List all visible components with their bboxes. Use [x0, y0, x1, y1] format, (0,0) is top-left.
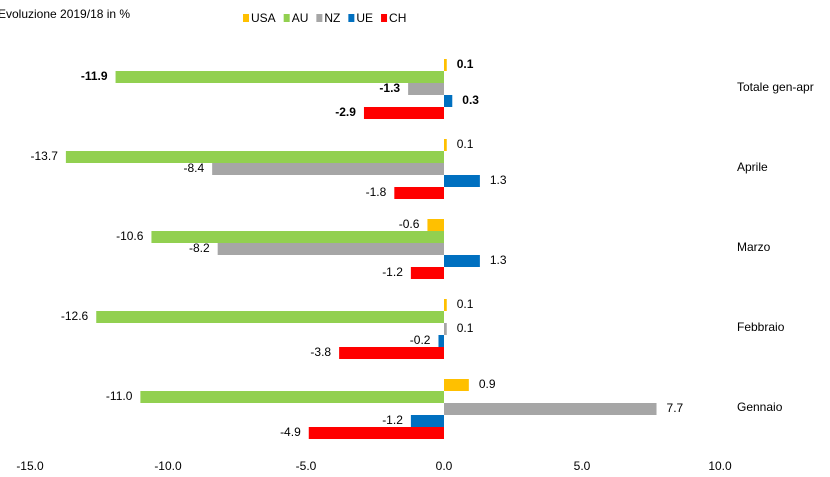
bar [410, 267, 444, 279]
value-label: -8.2 [189, 241, 210, 255]
legend-swatch [243, 14, 249, 22]
value-label: 1.3 [490, 173, 507, 187]
bar [308, 427, 444, 439]
x-tick-label: -15.0 [16, 459, 44, 473]
category-label: Febbraio [737, 320, 785, 334]
legend-label: CH [389, 11, 406, 25]
bar [410, 415, 444, 427]
bar [444, 139, 447, 151]
legend-swatch [283, 14, 290, 22]
value-label: -12.6 [61, 309, 89, 323]
bar [444, 323, 447, 335]
bar [444, 175, 480, 187]
value-label: -1.2 [382, 413, 403, 427]
value-label: -11.0 [106, 389, 133, 403]
bar [212, 163, 444, 175]
legend-label: NZ [324, 11, 340, 25]
legend-label: USA [251, 11, 276, 25]
value-label: 0.1 [457, 321, 474, 335]
legend-swatch [316, 14, 323, 22]
x-tick-label: 5.0 [574, 459, 591, 473]
bar [363, 107, 444, 119]
bar [96, 311, 445, 323]
value-label: -1.8 [366, 185, 387, 199]
bar [115, 71, 444, 83]
category-label: Marzo [737, 240, 771, 254]
legend-label: UE [356, 11, 373, 25]
bar [427, 219, 444, 231]
value-label: -3.8 [310, 345, 331, 359]
legend-swatch [348, 14, 355, 22]
category-label: Totale gen-apr [737, 80, 814, 94]
legend-swatch [381, 14, 388, 22]
value-label: 0.1 [457, 137, 474, 151]
value-label: -1.3 [379, 81, 400, 95]
value-label: -8.4 [183, 161, 204, 175]
x-tick-label: 10.0 [708, 459, 732, 473]
bar [444, 403, 657, 415]
bar [438, 335, 444, 347]
bar [65, 151, 444, 163]
value-label: -0.6 [399, 217, 420, 231]
value-label: 0.9 [479, 377, 496, 391]
x-tick-label: -5.0 [296, 459, 317, 473]
bar [339, 347, 444, 359]
bar [151, 231, 444, 243]
bar [444, 299, 447, 311]
bar [444, 95, 453, 107]
bar [444, 59, 447, 71]
chart-title: Evoluzione 2019/18 in % [0, 7, 130, 21]
value-label: -0.2 [410, 333, 431, 347]
value-label: -4.9 [280, 425, 301, 439]
value-label: -2.9 [335, 105, 356, 119]
value-label: -11.9 [81, 69, 108, 83]
value-label: -1.2 [382, 265, 403, 279]
value-label: -10.6 [116, 229, 144, 243]
bar [140, 391, 444, 403]
bar [217, 243, 444, 255]
category-label: Aprile [737, 160, 768, 174]
x-tick-label: 0.0 [436, 459, 453, 473]
category-label: Gennaio [737, 400, 783, 414]
bar [408, 83, 444, 95]
value-label: 0.1 [457, 297, 474, 311]
bar [444, 255, 480, 267]
bar [394, 187, 444, 199]
value-label: 1.3 [490, 253, 507, 267]
value-label: 7.7 [667, 401, 684, 415]
x-tick-label: -10.0 [154, 459, 182, 473]
bar [444, 379, 469, 391]
value-label: 0.3 [462, 93, 479, 107]
legend-label: AU [292, 11, 309, 25]
value-label: 0.1 [457, 57, 474, 71]
value-label: -13.7 [31, 149, 59, 163]
